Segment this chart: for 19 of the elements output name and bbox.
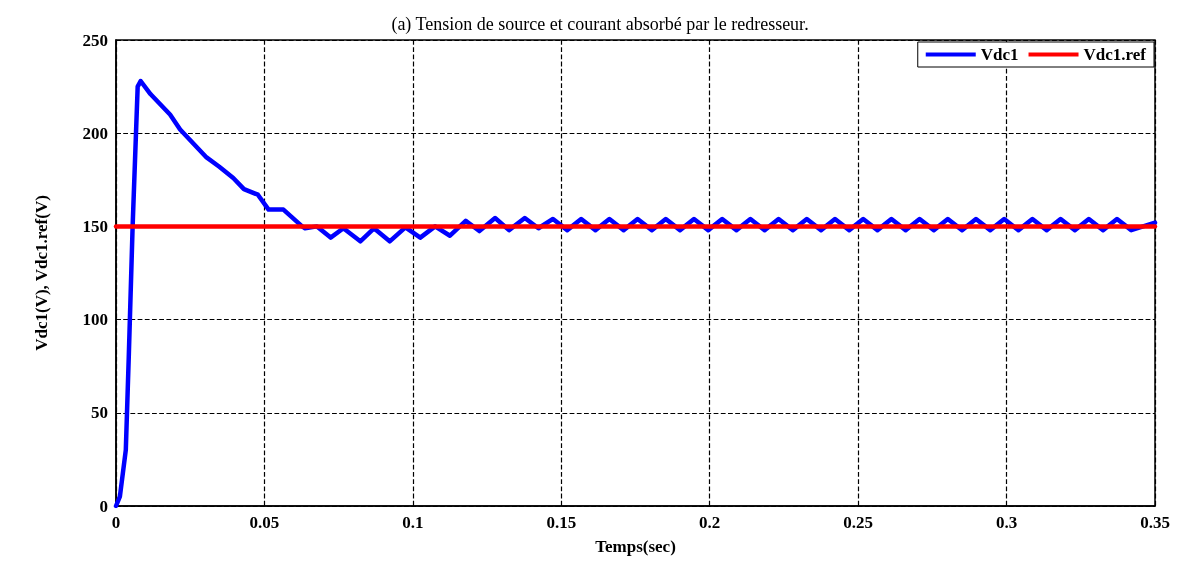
y-tick-label: 50 [91, 403, 108, 423]
y-tick-label: 200 [82, 123, 108, 143]
x-axis-title: Temps(sec) [595, 537, 676, 556]
x-tick-label: 0.3 [995, 513, 1018, 532]
y-tick-label: 100 [82, 310, 108, 330]
x-tick-label: 0.1 [402, 513, 424, 532]
x-tick-label: 0.35 [1140, 513, 1170, 532]
y-tick-label: 150 [82, 216, 108, 236]
x-tick-label: 0.15 [546, 513, 577, 532]
x-tick-label: 0.25 [843, 513, 874, 532]
y-axis-title: Vdc1(V), Vdc1.ref(V) [32, 195, 51, 351]
x-tick-label: 0 [111, 513, 121, 532]
x-tick-label: 0.05 [249, 513, 280, 532]
x-tick-label: 0.2 [699, 513, 721, 532]
y-tick-label: 0 [99, 496, 108, 516]
y-tick-label: 250 [82, 30, 108, 50]
legend-label: Vdc1 [980, 45, 1019, 64]
chart-title: (a) Tension de source et courant absorbé par le redresseur. [391, 14, 809, 35]
legend-label: Vdc1.ref [1083, 45, 1147, 64]
